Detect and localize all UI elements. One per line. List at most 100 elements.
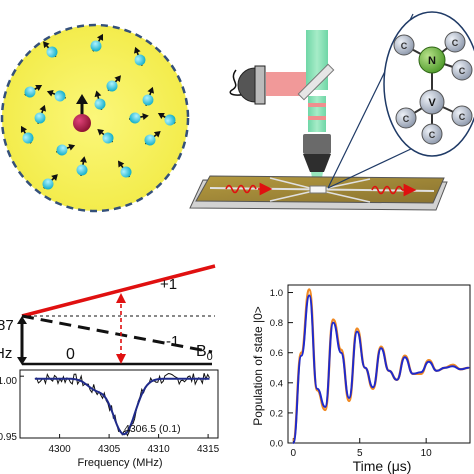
rabi-data-point: [435, 369, 438, 372]
nv-center-molecule: N V C C C C C C: [393, 31, 473, 145]
rabi-data-point: [292, 439, 295, 441]
carbon-atom: [444, 31, 466, 53]
rabi-data-point: [348, 397, 350, 399]
carbon-label: C: [459, 112, 466, 122]
zero-field-splitting-arrowhead: [17, 316, 27, 324]
spectrum-x-tick-label: 4300: [48, 444, 71, 455]
rabi-data-point: [412, 372, 414, 375]
zoom-line: [327, 147, 414, 189]
spectrum-y-tick-label: 0.95: [0, 432, 17, 443]
bath-spin: [90, 33, 104, 52]
objective-lens-tip: [303, 154, 331, 172]
rabi-data-point: [316, 388, 319, 390]
central-spin-arrowhead: [76, 94, 88, 104]
rabi-data-point: [324, 406, 326, 408]
rabi-data-point: [467, 366, 470, 369]
rabi-x-tick-label: 5: [357, 448, 363, 459]
transition-arrowhead: [116, 354, 126, 364]
carbon-label: C: [429, 130, 436, 140]
level-minus-one: [21, 314, 213, 354]
level-plus-one: [21, 264, 216, 318]
nitrogen-label: N: [428, 55, 436, 67]
level-plus-label: +1: [160, 276, 177, 293]
bath-spin: [43, 41, 58, 58]
rabi-data-point: [404, 356, 406, 359]
carbon-atom: [421, 123, 443, 145]
filter-stripe: [308, 103, 326, 107]
bath-spin: [97, 129, 114, 144]
rabi-data-point: [451, 365, 454, 368]
transition-arrowhead: [116, 293, 126, 303]
bath-spin: [94, 90, 106, 111]
rabi-data-point: [380, 345, 382, 348]
bath-spin: [128, 112, 149, 124]
rabi-data-point: [459, 368, 462, 371]
bath-spin: [34, 104, 47, 124]
spectrum-x-tick-label: 4305: [98, 444, 121, 455]
rabi-x-tick-label: 0: [291, 448, 297, 459]
rabi-y-tick-label: 1.0: [270, 288, 283, 299]
spectrum-annotation: 4306.5 (0.1): [124, 423, 181, 435]
rabi-data-point: [292, 442, 295, 444]
carbon-atom: [395, 107, 417, 129]
rabi-data-point: [308, 288, 311, 291]
rabi-data-point: [451, 363, 454, 366]
energy-level-panel: 87 Hz +1 -1 0 B0: [0, 264, 216, 366]
bath-spin: [24, 84, 43, 98]
bath-spins: [20, 33, 176, 190]
rabi-y-tick-label: 0.2: [270, 408, 283, 419]
green-beam-lower: [308, 96, 326, 132]
dichroic-mirror: [297, 63, 335, 101]
spin-bath-panel: [0, 23, 190, 213]
spectrum-x-axis-label: Frequency (MHz): [78, 457, 163, 469]
bath-spin: [46, 89, 66, 102]
rabi-data-point: [428, 360, 430, 363]
spectrum-ticks: [20, 375, 209, 439]
rabi-series-line: [292, 294, 469, 444]
spectrum-y-tick-label: 1.00: [0, 376, 17, 387]
vacancy-label: V: [428, 97, 436, 109]
rabi-data-point: [340, 351, 342, 354]
rabi-data-point: [372, 386, 374, 389]
rabi-data-point: [340, 348, 342, 351]
field-label: B0: [196, 343, 213, 363]
rabi-data-point: [308, 294, 311, 297]
rabi-y-tick-label: 0.0: [270, 439, 283, 450]
rabi-data-point: [372, 388, 374, 390]
rabi-data-point: [332, 321, 334, 324]
microwave-wave-right: [371, 185, 403, 195]
level-zero-label: 0: [66, 346, 75, 363]
rabi-data-point: [428, 359, 430, 362]
rabi-y-tick-label: 0.6: [270, 348, 283, 359]
rabi-data-point: [396, 379, 398, 381]
spectrum-x-tick-label: 4310: [147, 444, 170, 455]
vacancy-site: [419, 89, 445, 115]
rabi-data-point: [443, 366, 446, 369]
rabi-y-tick-label: 0.8: [270, 318, 283, 329]
rabi-data-point: [380, 347, 382, 350]
rabi-y-tick-label: 0.4: [270, 378, 283, 389]
zero-field-splitting-arrowhead: [17, 357, 27, 365]
rabi-data-point: [420, 371, 422, 374]
carbon-label: C: [452, 38, 459, 48]
carbon-atom: [393, 34, 415, 56]
bath-spin: [144, 131, 161, 146]
rabi-plot-frame: [287, 284, 471, 444]
rabi-data-point: [364, 366, 366, 369]
carbon-label: C: [401, 41, 408, 51]
detector-cable: [229, 69, 253, 96]
rabi-chart: 0.0 0.2 0.4 0.6 0.8 1.0 0 5 10 Time (μs)…: [251, 284, 471, 474]
nitrogen-atom: [418, 46, 446, 74]
carbon-label: C: [403, 114, 410, 124]
rabi-x-axis-label: Time (μs): [353, 458, 412, 474]
bath-spin: [117, 160, 132, 178]
bath-spin: [56, 143, 76, 156]
rabi-data-point: [356, 327, 358, 330]
spectrum-inset: 1.00 0.95 4306.5 (0.1) 4300 4305 4310 43…: [0, 369, 220, 469]
bath-spin: [20, 125, 34, 144]
carbon-atom: [451, 105, 473, 127]
rabi-y-axis-label: Population of state |0>: [251, 306, 265, 426]
bath-spin: [133, 46, 146, 66]
rabi-data-point: [420, 372, 422, 375]
